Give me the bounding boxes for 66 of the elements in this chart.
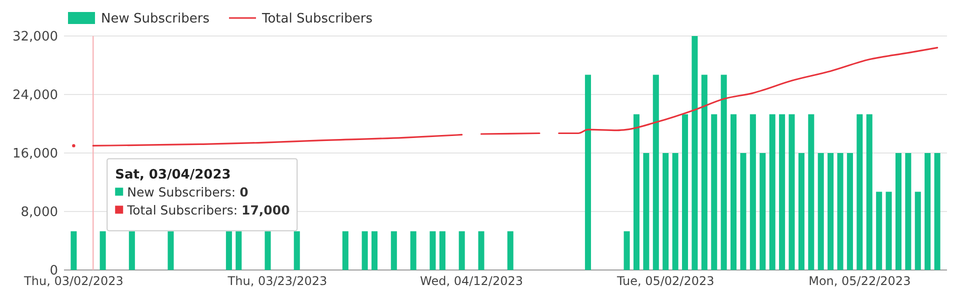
legend-label: Total Subscribers [261, 12, 373, 26]
bar [876, 192, 882, 270]
bar [643, 153, 650, 270]
bar [760, 153, 766, 270]
bar [100, 231, 106, 270]
bar [808, 114, 814, 270]
bar [720, 74, 727, 270]
annotation: Sat, 03/04/2023 [115, 168, 231, 183]
annotation: New Subscribers: 0 [127, 184, 249, 200]
bar [692, 36, 698, 270]
legend-label: New Subscribers [101, 12, 210, 26]
bar [507, 231, 514, 270]
bar [294, 231, 300, 270]
bar [769, 114, 776, 270]
bar [624, 231, 630, 270]
bar [371, 231, 378, 270]
bar [779, 114, 786, 270]
x-tick-label: Wed, 04/12/2023 [420, 274, 524, 288]
bar [672, 153, 678, 270]
bar [342, 231, 348, 270]
x-tick-label: Thu, 03/23/2023 [226, 274, 328, 288]
bar [430, 231, 436, 270]
bar [70, 231, 77, 270]
bar [924, 153, 931, 270]
bar [458, 231, 465, 270]
bar [818, 153, 824, 270]
bar [740, 153, 746, 270]
bar [856, 114, 863, 270]
bar [584, 74, 591, 270]
bar [905, 153, 912, 270]
bar [886, 192, 892, 270]
bar [168, 231, 174, 270]
y-tick-label: 24,000 [12, 88, 58, 103]
bar [798, 153, 804, 270]
bar [236, 231, 242, 270]
bar [682, 114, 688, 270]
y-tick-label: 16,000 [12, 146, 58, 162]
x-tick-label: Thu, 03/02/2023 [23, 274, 124, 288]
x-tick-label: Tue, 05/02/2023 [616, 274, 714, 288]
x-tick-label: Mon, 05/22/2023 [808, 274, 911, 288]
bar [866, 114, 872, 270]
bar [390, 231, 397, 270]
annotation: Total Subscribers: 17,000 [126, 202, 290, 218]
bar [478, 231, 484, 270]
bar [410, 231, 416, 270]
y-tick-label: 32,000 [12, 30, 58, 44]
bar [730, 114, 737, 270]
bar [362, 231, 368, 270]
bar [226, 231, 232, 270]
bar [711, 114, 718, 270]
y-tick-label: 8,000 [20, 205, 58, 220]
bar [662, 153, 669, 270]
bar [128, 231, 135, 270]
bar [633, 114, 640, 270]
bar [652, 74, 659, 270]
bar [837, 153, 844, 270]
bar [828, 153, 834, 270]
bar [788, 114, 795, 270]
bar [895, 153, 902, 270]
bar [439, 231, 446, 270]
bar [701, 74, 708, 270]
bar [914, 192, 921, 270]
bar [934, 153, 940, 270]
bar [264, 231, 271, 270]
bar [750, 114, 756, 270]
bar [846, 153, 853, 270]
